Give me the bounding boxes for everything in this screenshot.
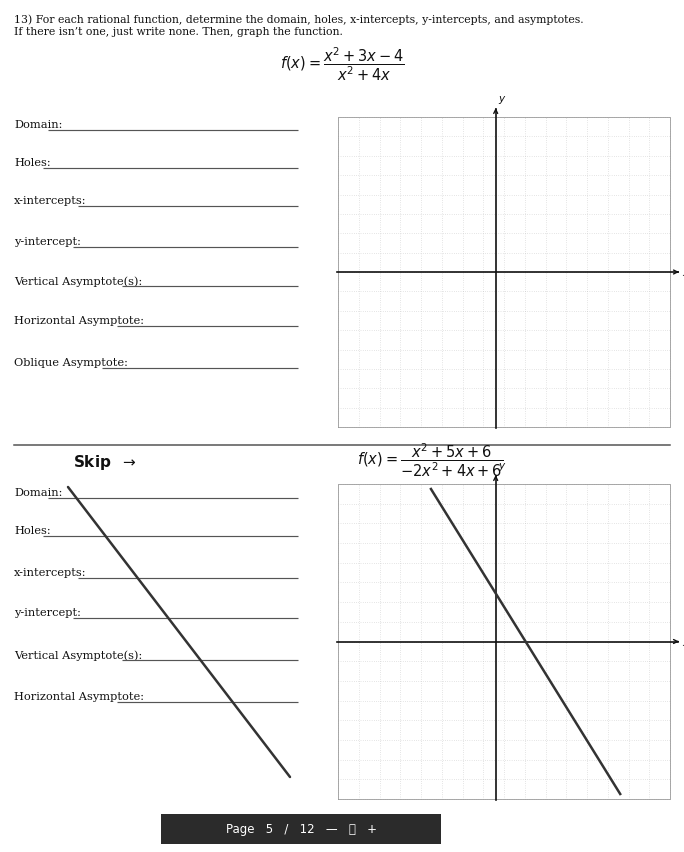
Text: $f(x) = \dfrac{x^2 + 3x - 4}{x^2 + 4x}$: $f(x) = \dfrac{x^2 + 3x - 4}{x^2 + 4x}$ bbox=[280, 45, 404, 83]
Text: Domain:: Domain: bbox=[14, 120, 62, 130]
Text: y-intercept:: y-intercept: bbox=[14, 237, 81, 247]
Text: Vertical Asymptote(s):: Vertical Asymptote(s): bbox=[14, 276, 142, 286]
Text: Oblique Asymptote:: Oblique Asymptote: bbox=[14, 358, 128, 367]
Text: $x$: $x$ bbox=[682, 268, 684, 278]
Text: Page   5   /   12   —   🔍   +: Page 5 / 12 — 🔍 + bbox=[226, 822, 376, 836]
Text: $y$: $y$ bbox=[498, 94, 506, 106]
Text: y-intercept:: y-intercept: bbox=[14, 607, 81, 618]
Text: Vertical Asymptote(s):: Vertical Asymptote(s): bbox=[14, 649, 142, 659]
Text: $x$: $x$ bbox=[682, 636, 684, 647]
Text: If there isn’t one, just write none. Then, graph the function.: If there isn’t one, just write none. The… bbox=[14, 27, 343, 37]
Text: Horizontal Asymptote:: Horizontal Asymptote: bbox=[14, 315, 144, 325]
Text: x-intercepts:: x-intercepts: bbox=[14, 196, 86, 206]
Text: Holes:: Holes: bbox=[14, 158, 51, 168]
Text: $\mathit{\mathbf{Skip}}$  $\rightarrow$: $\mathit{\mathbf{Skip}}$ $\rightarrow$ bbox=[73, 453, 137, 472]
Text: Domain:: Domain: bbox=[14, 487, 62, 498]
Text: 13) For each rational function, determine the domain, holes, x-intercepts, y-int: 13) For each rational function, determin… bbox=[14, 14, 583, 25]
Text: Horizontal Asymptote:: Horizontal Asymptote: bbox=[14, 691, 144, 701]
Text: $f(x) = \dfrac{x^2 + 5x + 6}{-2x^2 + 4x + 6}$: $f(x) = \dfrac{x^2 + 5x + 6}{-2x^2 + 4x … bbox=[357, 440, 503, 479]
Text: x-intercepts:: x-intercepts: bbox=[14, 567, 86, 578]
Text: Holes:: Holes: bbox=[14, 526, 51, 535]
Text: $y$: $y$ bbox=[498, 460, 506, 473]
Bar bbox=[161, 814, 441, 844]
